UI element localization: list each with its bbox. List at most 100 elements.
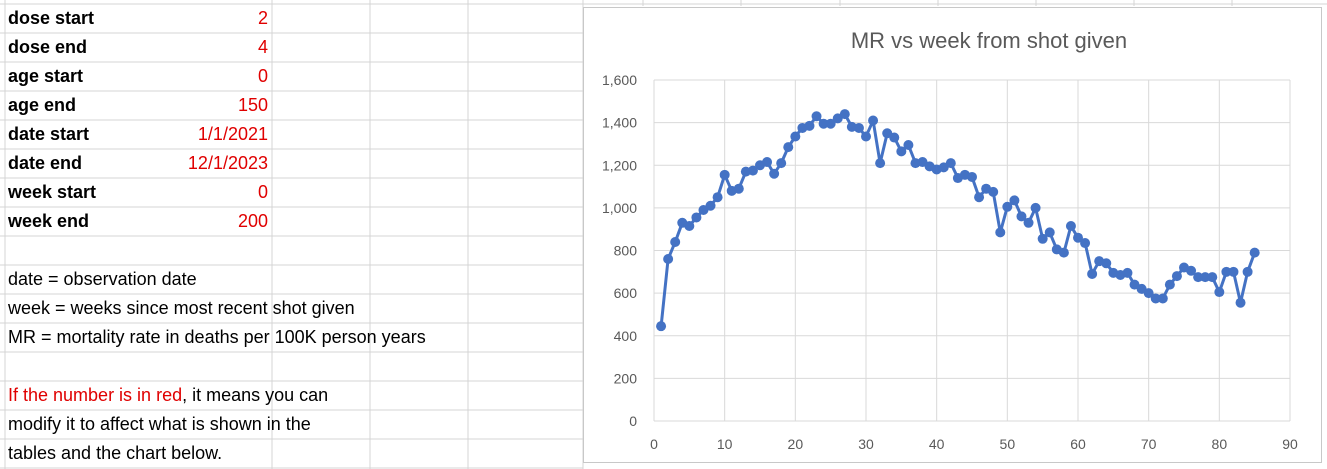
x-tick-label: 30 <box>858 436 874 452</box>
data-point <box>861 131 871 142</box>
param-label: age end <box>8 95 77 115</box>
data-point <box>1200 272 1211 283</box>
y-tick-label: 0 <box>629 413 637 429</box>
data-point <box>1087 268 1098 279</box>
data-point <box>747 165 758 176</box>
data-point <box>945 158 956 169</box>
data-point <box>1214 287 1225 298</box>
y-tick-label: 800 <box>614 243 638 259</box>
data-point <box>889 132 900 143</box>
data-point <box>1164 279 1175 290</box>
note-week: week = weeks since most recent shot give… <box>8 298 355 318</box>
note-red-rest: , it means you can <box>182 385 329 405</box>
param-value[interactable]: 2 <box>257 8 268 28</box>
data-point <box>1228 266 1239 277</box>
data-point <box>875 158 886 169</box>
chart: MR vs week from shot given 0200400600800… <box>602 28 1298 452</box>
param-value[interactable]: 0 <box>257 182 268 202</box>
data-point <box>1235 297 1246 308</box>
data-point <box>967 171 977 182</box>
data-point <box>811 111 822 122</box>
data-point <box>1080 238 1091 249</box>
data-point <box>1037 233 1048 244</box>
data-point <box>1186 265 1197 276</box>
note-line5: modify it to affect what is shown in the <box>8 414 311 434</box>
data-point <box>804 120 815 131</box>
param-value[interactable]: 200 <box>237 211 268 231</box>
data-point <box>670 236 681 247</box>
data-point <box>1009 195 1020 206</box>
note-mr: MR = mortality rate in deaths per 100K p… <box>8 327 426 347</box>
data-point <box>705 200 716 211</box>
data-point <box>1058 247 1069 258</box>
x-tick-label: 10 <box>717 436 733 452</box>
data-point <box>1101 258 1112 269</box>
data-point <box>853 122 864 133</box>
data-point <box>783 142 794 153</box>
x-tick-label: 80 <box>1212 436 1228 452</box>
param-value[interactable]: 1/1/2021 <box>197 124 268 144</box>
param-value[interactable]: 4 <box>257 37 268 57</box>
param-label: age start <box>8 66 84 86</box>
param-label: week end <box>8 211 90 231</box>
data-point <box>1193 272 1204 283</box>
param-label: week start <box>8 182 97 202</box>
y-tick-label: 1,200 <box>602 157 637 173</box>
y-tick-label: 1,400 <box>602 115 637 131</box>
data-point <box>691 212 702 223</box>
data-point <box>712 192 723 203</box>
data-point <box>663 254 674 265</box>
data-point <box>762 157 773 168</box>
data-point <box>1150 293 1161 304</box>
x-tick-label: 50 <box>1000 436 1016 452</box>
data-point <box>733 183 744 194</box>
param-label: date start <box>8 124 90 144</box>
y-tick-label: 1,000 <box>602 200 637 216</box>
data-point <box>974 192 985 203</box>
data-point <box>769 168 780 179</box>
data-point <box>903 140 914 151</box>
x-tick-label: 40 <box>929 436 945 452</box>
data-point <box>1065 220 1076 231</box>
x-tick-label: 90 <box>1282 436 1298 452</box>
param-value[interactable]: 150 <box>237 95 268 115</box>
data-point <box>825 118 836 129</box>
chart-container[interactable]: MR vs week from shot given 0 200 400 600 800… <box>583 7 1322 463</box>
data-point <box>1122 267 1133 278</box>
data-point <box>1044 227 1055 238</box>
data-point <box>839 109 850 120</box>
data-point <box>1249 247 1260 258</box>
data-point <box>1221 266 1232 277</box>
data-point <box>1023 217 1034 228</box>
data-point <box>1242 266 1253 277</box>
note-red-text: If the number is in red <box>8 385 183 405</box>
x-tick-label: 70 <box>1141 436 1157 452</box>
param-label: dose start <box>8 8 95 28</box>
data-point <box>868 115 879 126</box>
param-value[interactable]: 12/1/2023 <box>187 153 268 173</box>
data-point <box>1073 232 1083 243</box>
data-point <box>1016 211 1027 222</box>
data-point <box>995 227 1006 238</box>
data-point <box>776 158 787 169</box>
data-point <box>1171 271 1182 282</box>
y-tick-label: 400 <box>614 328 638 344</box>
x-tick-label: 60 <box>1070 436 1086 452</box>
note-date: date = observation date <box>8 269 197 289</box>
data-point <box>719 169 730 180</box>
data-point <box>1207 272 1218 283</box>
data-point <box>790 131 801 142</box>
x-tick-label: 0 <box>650 436 658 452</box>
param-label: dose end <box>8 37 88 57</box>
param-value[interactable]: 0 <box>257 66 268 86</box>
data-point <box>1143 288 1154 299</box>
x-tick-label: 20 <box>788 436 804 452</box>
data-point <box>684 220 695 231</box>
y-tick-label: 600 <box>614 285 638 301</box>
data-point <box>656 321 667 332</box>
data-point <box>988 186 999 197</box>
y-tick-label: 1,600 <box>602 72 637 88</box>
data-point <box>1030 202 1041 213</box>
y-tick-label: 200 <box>614 370 638 386</box>
note-line6: tables and the chart below. <box>8 443 223 463</box>
